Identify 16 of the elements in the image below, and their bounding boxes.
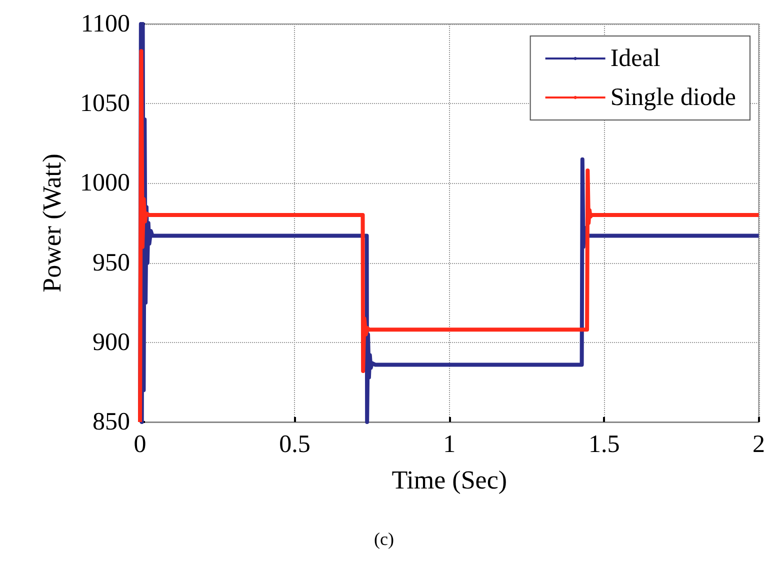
y-tick-label: 1000 (80, 170, 130, 197)
y-axis-title: Power (Watt) (38, 154, 66, 292)
x-tick-label: 1.5 (588, 431, 620, 458)
legend-label: Single diode (610, 84, 736, 111)
x-tick-label: 1 (443, 431, 456, 458)
x-tick-label: 2 (752, 431, 765, 458)
x-tick-label: 0 (134, 431, 146, 458)
y-tick-label: 850 (92, 408, 130, 436)
y-tick-label: 1050 (80, 90, 130, 118)
y-tick-label: 950 (92, 249, 130, 276)
x-tick-label: 0.5 (279, 431, 310, 458)
y-tick-label: 1100 (80, 10, 130, 38)
legend-label: Ideal (610, 45, 660, 72)
text: (c) (374, 529, 394, 549)
y-tick-label: 900 (92, 328, 130, 356)
x-axis-title: Time (Sec) (392, 466, 508, 494)
